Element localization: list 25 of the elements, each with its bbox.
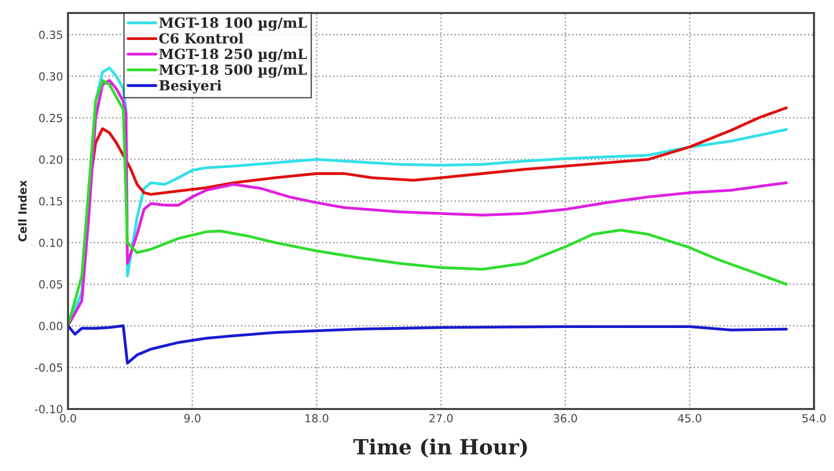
- x-tick-label: 54.0: [802, 414, 826, 422]
- legend-label: Besiyeri: [159, 80, 222, 94]
- legend-label: MGT-18 500 µg/mL: [159, 64, 307, 78]
- legend-label: MGT-18 250 µg/mL: [159, 48, 307, 62]
- x-tick-label: 9.0: [184, 414, 200, 422]
- x-tick-label: 45.0: [678, 414, 702, 422]
- x-axis-title: Time (in Hour): [353, 438, 527, 458]
- x-tick-label: 0.0: [60, 414, 76, 422]
- y-tick-label: 0.25: [39, 114, 62, 122]
- y-tick-label: -0.05: [34, 363, 62, 372]
- y-tick-label: 0.15: [39, 196, 62, 206]
- x-tick-label: 18.0: [306, 414, 328, 422]
- y-tick-label: -0.10: [34, 404, 62, 414]
- y-tick-label: 0.20: [39, 155, 62, 164]
- legend-label: MGT-18 100 µg/mL: [159, 17, 307, 31]
- y-tick-label: 0.05: [39, 280, 62, 289]
- y-tick-label: 0.30: [39, 72, 62, 81]
- y-tick-label: 0.35: [39, 30, 62, 40]
- y-tick-label: 0.10: [39, 238, 62, 247]
- x-tick-label: 27.0: [429, 414, 453, 422]
- y-tick-label: 0.00: [39, 322, 62, 330]
- line-series: [68, 324, 788, 365]
- legend-label: C6 Kontrol: [159, 32, 244, 44]
- y-axis-title: Cell Index: [18, 180, 27, 242]
- x-tick-label: 36.0: [554, 414, 577, 422]
